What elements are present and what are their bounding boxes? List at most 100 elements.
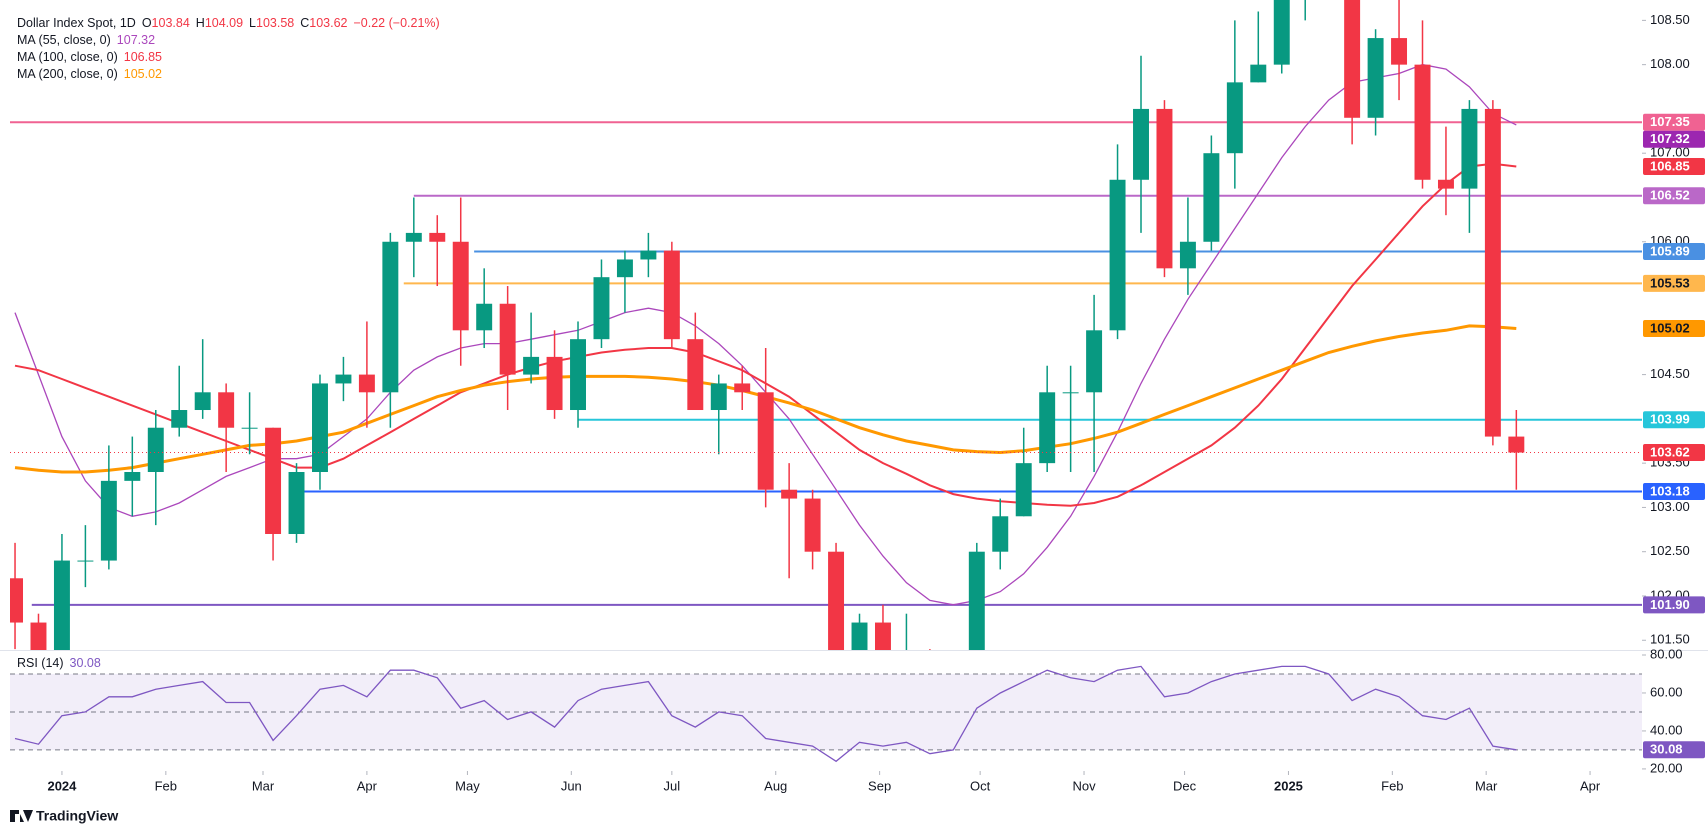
candle-body (757, 392, 774, 490)
candle-body (1367, 38, 1384, 118)
candle-body (1179, 241, 1196, 269)
candle-body (171, 410, 188, 428)
rsi-tick-label: 20.00 (1650, 760, 1683, 775)
price-badge (1643, 482, 1705, 500)
candle-body (851, 622, 868, 650)
price-badge-label: 106.52 (1650, 188, 1690, 203)
rsi-tick-label: 60.00 (1650, 684, 1683, 699)
candle-body (593, 277, 610, 340)
candle-body (546, 356, 563, 411)
candle-body (1086, 330, 1103, 393)
price-badge (1643, 113, 1705, 131)
legend: Dollar Index Spot, 1D O103.84 H104.09 L103.… (17, 16, 440, 670)
x-tick-label: Mar (1475, 778, 1498, 793)
y-tick-label: 103.00 (1650, 499, 1690, 514)
x-tick-label: Sep (868, 778, 891, 793)
candle-body (53, 560, 70, 650)
candle-body (358, 374, 375, 393)
candle-body (1203, 153, 1220, 242)
x-tick-label: May (455, 778, 480, 793)
candle-body (194, 392, 211, 411)
symbol-title: Dollar Index Spot, 1D (17, 16, 136, 30)
price-badge (1643, 157, 1705, 175)
x-tick-label: Oct (970, 778, 991, 793)
price-badge-label: 105.02 (1650, 320, 1690, 335)
candle-body (241, 427, 258, 429)
y-tick-label: 101.50 (1650, 632, 1690, 647)
legend-value: 105.02 (124, 67, 162, 81)
legend-line: MA (200, close, 0) 105.02 (17, 67, 162, 81)
candle-body (124, 472, 141, 481)
x-tick-label: Dec (1173, 778, 1197, 793)
rsi-tick-label: 40.00 (1650, 722, 1683, 737)
y-tick-label: 104.50 (1650, 366, 1690, 381)
candle-body (640, 250, 657, 260)
price-pane (10, 0, 1642, 650)
quote-change: −0.22 (−0.21%) (354, 16, 440, 30)
legend-value: 107.32 (117, 33, 155, 47)
candle-body (265, 427, 282, 534)
candle-body (1508, 436, 1525, 453)
quote-value: 103.84 (152, 16, 190, 30)
price-badges: 107.35 107.32 106.85 106.52 105.89 105.53 105.… (1643, 113, 1705, 759)
price-badge-label: 105.89 (1650, 243, 1690, 258)
candle-body (1414, 64, 1431, 180)
price-badge-label: 106.85 (1650, 158, 1690, 173)
candle-body (1015, 463, 1032, 517)
candle-body (710, 383, 727, 411)
candle-body (570, 339, 586, 411)
x-tick-label: Apr (357, 778, 378, 793)
candle-body (429, 232, 446, 242)
candle-body (1344, 0, 1361, 118)
candle-body (452, 241, 469, 331)
candle-body (382, 241, 399, 393)
candle-body (734, 383, 751, 393)
x-tick-label: 2024 (47, 778, 77, 793)
price-badge-label: 101.90 (1650, 597, 1690, 612)
quote-value: 103.58 (256, 16, 294, 30)
price-badge-label: 103.18 (1650, 483, 1690, 498)
price-badge (1643, 242, 1705, 260)
price-badge-label: 103.99 (1650, 412, 1690, 427)
y-tick-label: 102.50 (1650, 543, 1690, 558)
rsi-pane (10, 665, 1642, 763)
candle-body (828, 551, 845, 650)
candle-body (405, 232, 422, 242)
candle-body (335, 374, 352, 384)
price-badge (1643, 320, 1705, 338)
candle-body (147, 427, 164, 473)
candle-body (781, 489, 798, 499)
candle-body (1226, 82, 1243, 154)
x-tick-label: Jul (664, 778, 681, 793)
x-tick-label: 2025 (1274, 778, 1303, 793)
y-tick-label: 108.50 (1650, 12, 1690, 27)
candle-body (968, 551, 985, 650)
candle-body (1062, 392, 1079, 394)
x-tick-label: Nov (1072, 778, 1096, 793)
x-tick-label: Feb (155, 778, 177, 793)
candle-body (30, 622, 47, 650)
candle-body (77, 560, 94, 562)
candle-body (1273, 0, 1290, 65)
legend-value: 30.08 (70, 656, 101, 670)
price-badge (1643, 274, 1705, 292)
quote-label: H (196, 16, 205, 30)
legend-name: RSI (14) (17, 656, 64, 670)
legend-name: MA (55, close, 0) (17, 33, 111, 47)
x-tick-label: Mar (252, 778, 275, 793)
quote-value: 104.09 (205, 16, 243, 30)
candle-body (1461, 108, 1478, 189)
axes: 101.50102.00102.50103.00103.50104.50106.… (47, 12, 1689, 794)
logo: TradingView (10, 808, 118, 824)
candle-body (1133, 108, 1149, 180)
candle-body (499, 303, 516, 375)
price-badge-label: 107.32 (1650, 131, 1690, 146)
y-tick-label: 107.00 (1650, 145, 1690, 160)
candle-body (1484, 108, 1501, 437)
candle-body (687, 339, 704, 411)
candle-body (616, 259, 633, 278)
legend-line: RSI (14) 30.08 (17, 656, 101, 670)
candle-body (1250, 64, 1267, 83)
candle-body (523, 356, 540, 375)
